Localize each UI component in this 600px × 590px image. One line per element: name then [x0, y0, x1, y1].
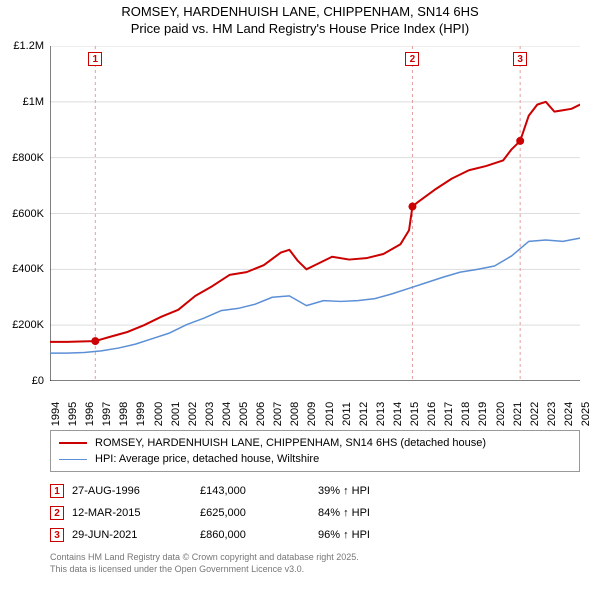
x-tick-label: 1996 — [84, 402, 96, 426]
y-tick-label: £400K — [12, 263, 44, 275]
x-tick-label: 1995 — [67, 402, 79, 426]
x-tick-label: 2017 — [443, 402, 455, 426]
legend-swatch — [59, 459, 87, 460]
sale-row: 1 27-AUG-1996 £143,000 39% ↑ HPI — [50, 480, 580, 502]
x-tick-label: 2002 — [187, 402, 199, 426]
x-tick-label: 2024 — [563, 402, 575, 426]
legend-swatch — [59, 442, 87, 444]
x-tick-label: 2015 — [409, 402, 421, 426]
x-tick-label: 1994 — [50, 402, 62, 426]
sale-price: £860,000 — [200, 529, 310, 541]
x-tick-label: 2000 — [153, 402, 165, 426]
x-tick-label: 2023 — [546, 402, 558, 426]
chart-container: ROMSEY, HARDENHUISH LANE, CHIPPENHAM, SN… — [0, 0, 600, 590]
y-tick-label: £0 — [32, 375, 44, 387]
x-tick-label: 2003 — [204, 402, 216, 426]
x-tick-label: 2020 — [495, 402, 507, 426]
legend-row: ROMSEY, HARDENHUISH LANE, CHIPPENHAM, SN… — [59, 435, 571, 451]
x-tick-label: 2001 — [170, 402, 182, 426]
x-tick-label: 1998 — [118, 402, 130, 426]
x-tick-label: 2013 — [375, 402, 387, 426]
x-tick-label: 2018 — [460, 402, 472, 426]
y-tick-label: £800K — [12, 152, 44, 164]
legend: ROMSEY, HARDENHUISH LANE, CHIPPENHAM, SN… — [50, 430, 580, 472]
title-line-1: ROMSEY, HARDENHUISH LANE, CHIPPENHAM, SN… — [0, 4, 600, 21]
legend-row: HPI: Average price, detached house, Wilt… — [59, 451, 571, 467]
footer-line-2: This data is licensed under the Open Gov… — [50, 564, 359, 576]
sale-date: 29-JUN-2021 — [72, 529, 192, 541]
x-tick-label: 1997 — [101, 402, 113, 426]
sale-hpi: 39% ↑ HPI — [318, 485, 438, 497]
sale-hpi: 84% ↑ HPI — [318, 507, 438, 519]
y-tick-label: £600K — [12, 208, 44, 220]
footer-line-1: Contains HM Land Registry data © Crown c… — [50, 552, 359, 564]
title-line-2: Price paid vs. HM Land Registry's House … — [0, 21, 600, 38]
x-tick-label: 2012 — [358, 402, 370, 426]
x-tick-label: 2022 — [529, 402, 541, 426]
y-axis-labels: £0£200K£400K£600K£800K£1M£1.2M — [0, 46, 48, 381]
x-tick-label: 2004 — [221, 402, 233, 426]
sale-marker-box: 3 — [50, 528, 64, 542]
x-tick-label: 2016 — [426, 402, 438, 426]
plot-svg — [50, 46, 580, 381]
title-block: ROMSEY, HARDENHUISH LANE, CHIPPENHAM, SN… — [0, 0, 600, 38]
y-tick-label: £1M — [23, 96, 44, 108]
sale-price: £143,000 — [200, 485, 310, 497]
sale-hpi: 96% ↑ HPI — [318, 529, 438, 541]
x-axis-labels: 1994 1995 1996 1997 1998 1999 2000 2001 2002 2003… — [50, 384, 580, 432]
legend-label: HPI: Average price, detached house, Wilt… — [95, 453, 319, 465]
y-tick-label: £1.2M — [13, 40, 44, 52]
x-tick-label: 2019 — [477, 402, 489, 426]
x-tick-label: 2014 — [392, 402, 404, 426]
footer-attribution: Contains HM Land Registry data © Crown c… — [50, 552, 359, 575]
x-tick-label: 2009 — [306, 402, 318, 426]
x-tick-label: 2008 — [289, 402, 301, 426]
x-tick-label: 2021 — [512, 402, 524, 426]
x-tick-label: 2005 — [238, 402, 250, 426]
sales-table: 1 27-AUG-1996 £143,000 39% ↑ HPI 2 12-MAR-201… — [50, 480, 580, 546]
x-tick-label: 2011 — [341, 402, 353, 426]
sale-row: 2 12-MAR-2015 £625,000 84% ↑ HPI — [50, 502, 580, 524]
y-tick-label: £200K — [12, 319, 44, 331]
x-tick-label: 2006 — [255, 402, 267, 426]
sale-marker-box: 1 — [50, 484, 64, 498]
chart-area: 123 — [50, 46, 580, 381]
sale-price: £625,000 — [200, 507, 310, 519]
x-tick-label: 2010 — [324, 402, 336, 426]
legend-label: ROMSEY, HARDENHUISH LANE, CHIPPENHAM, SN… — [95, 437, 486, 449]
sale-date: 27-AUG-1996 — [72, 485, 192, 497]
sale-marker-box: 2 — [50, 506, 64, 520]
sale-date: 12-MAR-2015 — [72, 507, 192, 519]
x-tick-label: 1999 — [135, 402, 147, 426]
sale-row: 3 29-JUN-2021 £860,000 96% ↑ HPI — [50, 524, 580, 546]
x-tick-label: 2007 — [272, 402, 284, 426]
x-tick-label: 2025 — [580, 402, 592, 426]
